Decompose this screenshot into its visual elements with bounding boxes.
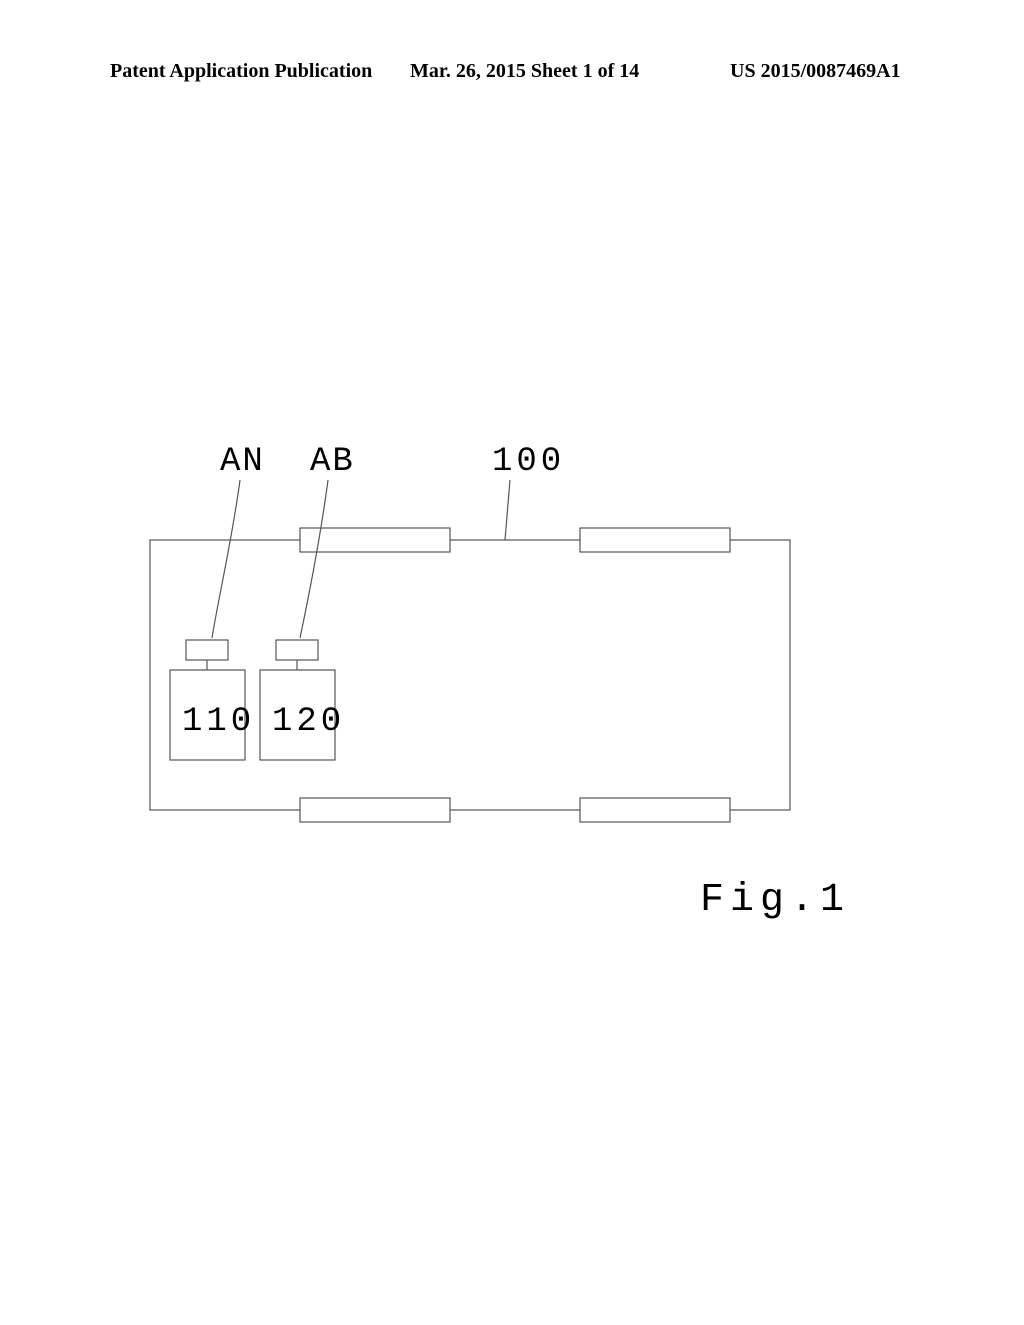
door-rect-1 [580, 528, 730, 552]
stub-1 [186, 640, 228, 660]
stub-2 [276, 640, 318, 660]
label-110: 110 [182, 703, 255, 741]
label-100: 100 [492, 443, 565, 481]
door-rect-3 [580, 798, 730, 822]
label-an: AN [220, 443, 265, 481]
diagram-svg: 110 120 AN AB 100 Fig.1 [0, 0, 1024, 1320]
leader-an [212, 480, 240, 638]
leader-ab [300, 480, 328, 638]
door-rect-0 [300, 528, 450, 552]
label-ab: AB [310, 443, 355, 481]
outer-rect [150, 540, 790, 810]
label-120: 120 [272, 703, 345, 741]
page: Patent Application Publication Mar. 26, … [0, 0, 1024, 1320]
diagram-area: 110 120 AN AB 100 Fig.1 [0, 0, 1024, 1325]
figure-label: Fig.1 [700, 878, 850, 923]
leader-100 [505, 480, 510, 540]
door-rect-2 [300, 798, 450, 822]
